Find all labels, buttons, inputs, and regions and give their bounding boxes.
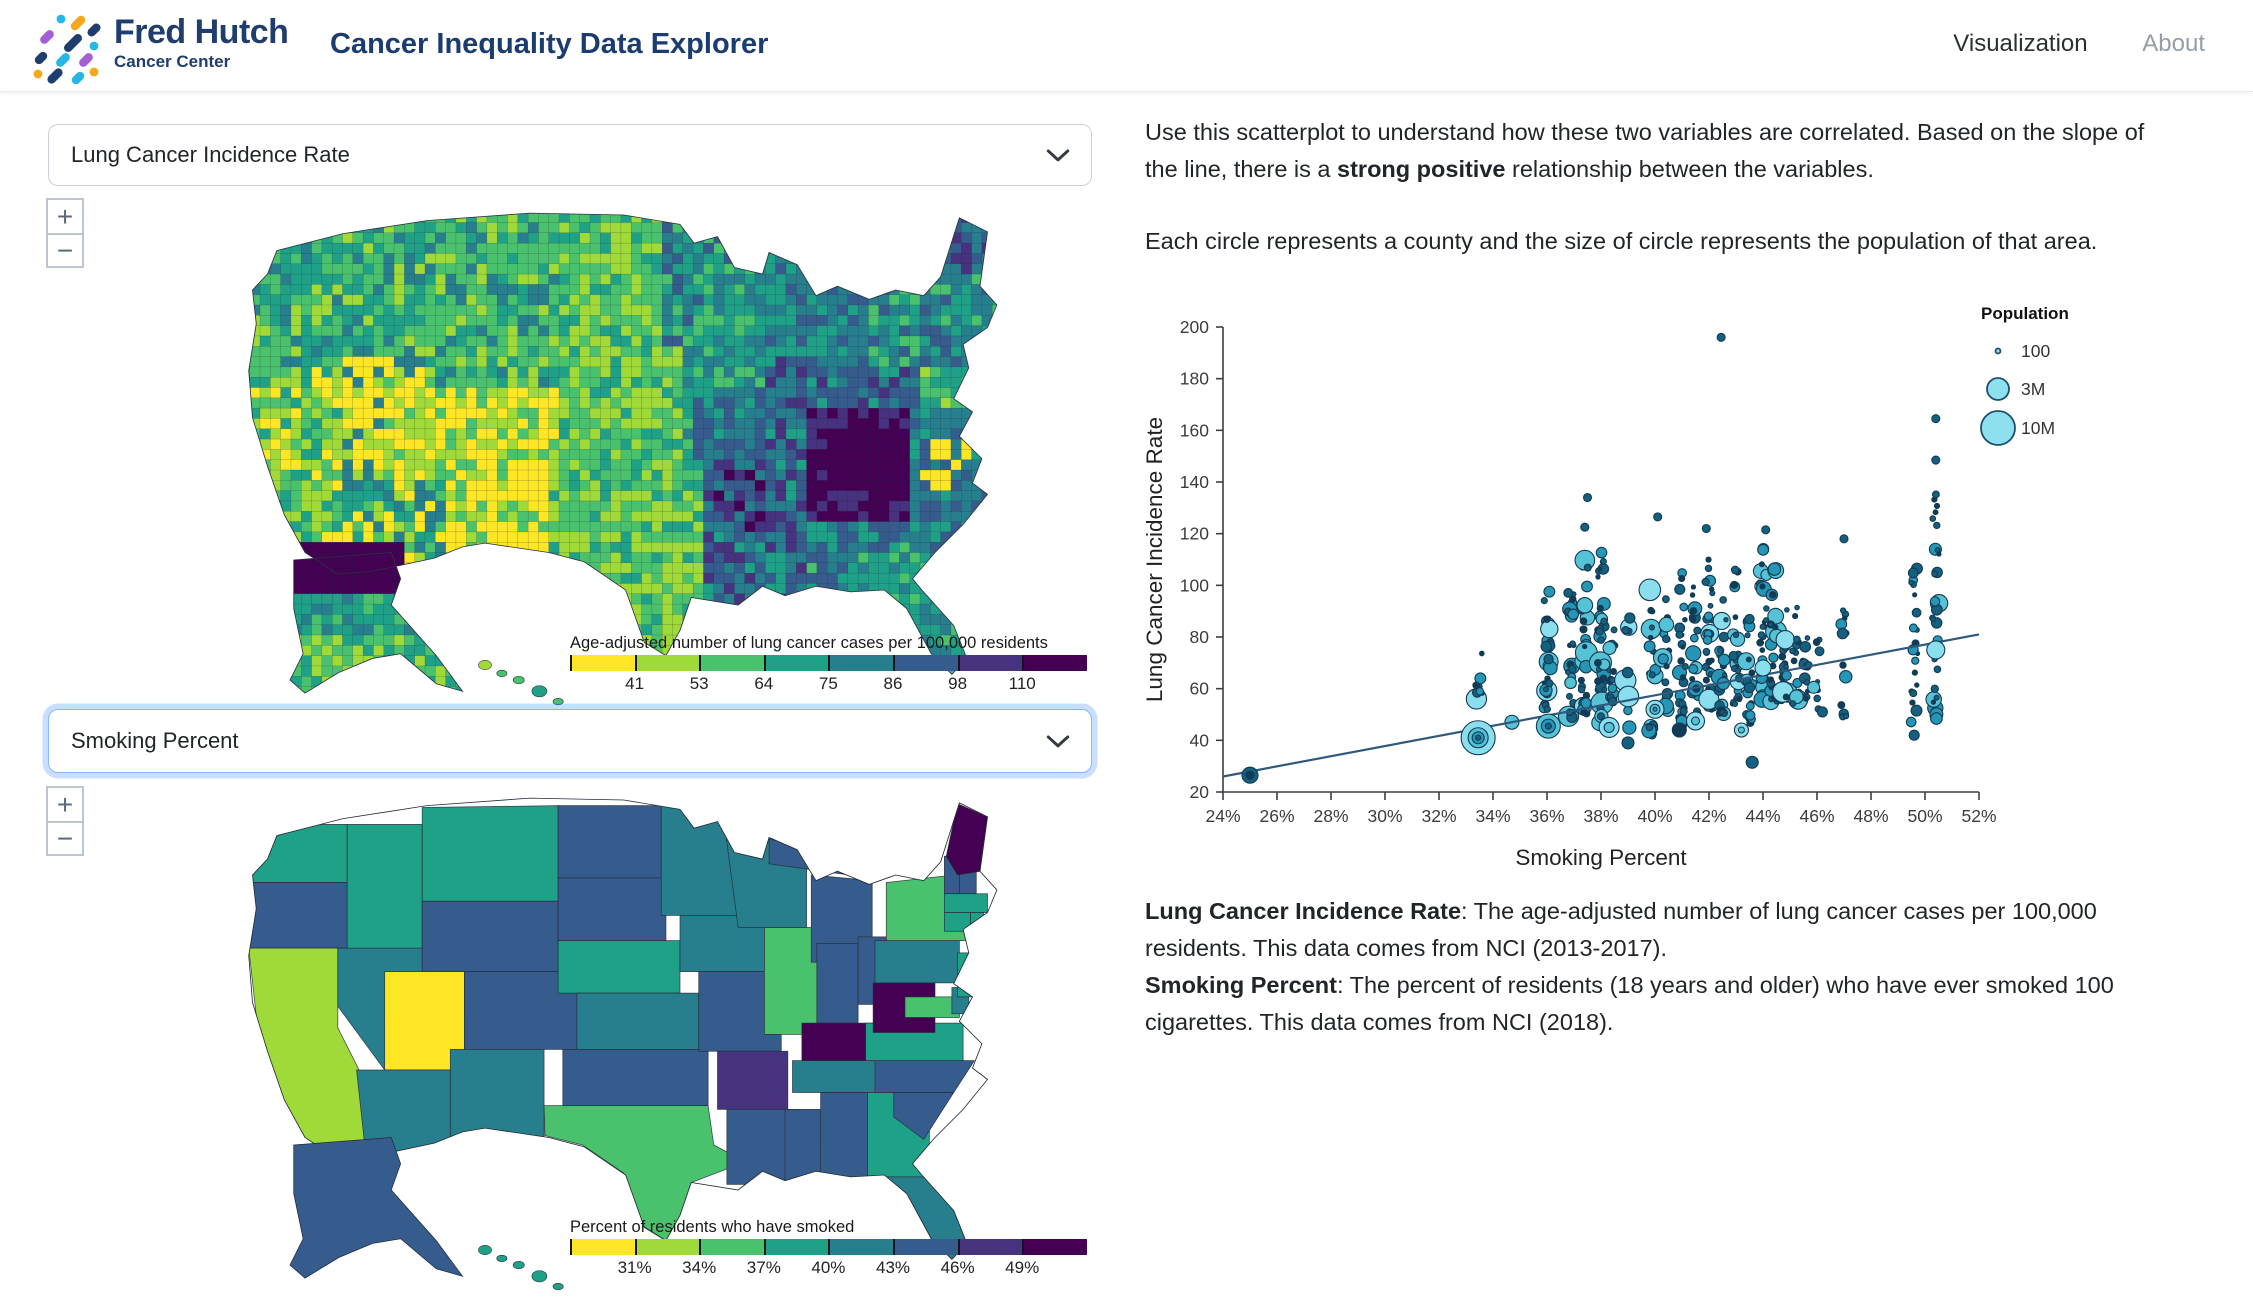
- trend-line: [1222, 633, 1980, 778]
- svg-text:48%: 48%: [1853, 806, 1888, 826]
- description-smoking: Smoking Percent: The percent of resident…: [1145, 972, 2114, 1035]
- svg-text:26%: 26%: [1259, 806, 1294, 826]
- map2-zoom-in-button[interactable]: +: [48, 788, 82, 821]
- variable-select-map1[interactable]: Lung Cancer Incidence Rate: [48, 124, 1092, 186]
- svg-text:52%: 52%: [1961, 806, 1996, 826]
- variable-select-map1-value: Lung Cancer Incidence Rate: [71, 142, 350, 167]
- svg-text:32%: 32%: [1421, 806, 1456, 826]
- y-axis-title: Lung Cancer Incidence Rate: [1145, 417, 1167, 702]
- svg-text:100: 100: [2021, 341, 2050, 361]
- axis-tick-labels: 20 40 60 80 100 120 140 160 180 200 24% 26% 28% 30% 32…: [1180, 317, 1997, 826]
- svg-text:140: 140: [1180, 472, 1209, 492]
- svg-text:38%: 38%: [1583, 806, 1618, 826]
- intro-text-after: relationship between the variables.: [1505, 156, 1874, 182]
- svg-text:42%: 42%: [1691, 806, 1726, 826]
- variable-select-map2[interactable]: Smoking Percent: [48, 709, 1092, 773]
- svg-text:40%: 40%: [1637, 806, 1672, 826]
- variable-select-map2-value: Smoking Percent: [71, 728, 239, 753]
- svg-text:Population: Population: [1981, 304, 2069, 323]
- nav-about[interactable]: About: [2142, 30, 2205, 57]
- nav-visualization[interactable]: Visualization: [1953, 30, 2088, 57]
- county-mosaic: [248, 213, 997, 694]
- svg-text:30%: 30%: [1367, 806, 1402, 826]
- chevron-down-icon: [1046, 149, 1070, 162]
- svg-text:24%: 24%: [1205, 806, 1240, 826]
- svg-text:3M: 3M: [2021, 379, 2045, 399]
- map2-zoom-controls: + −: [46, 786, 84, 856]
- map1-zoom-controls: + −: [46, 198, 84, 268]
- fred-hutch-logo-icon: [33, 14, 101, 84]
- svg-text:10M: 10M: [2021, 418, 2055, 438]
- svg-text:60: 60: [1190, 679, 1210, 699]
- brand-name: Fred Hutch: [114, 13, 289, 51]
- svg-text:34%: 34%: [1475, 806, 1510, 826]
- top-nav: Visualization About: [1905, 30, 2205, 58]
- map1-zoom-in-button[interactable]: +: [48, 200, 82, 233]
- variable-descriptions: Lung Cancer Incidence Rate: The age-adju…: [1145, 893, 2163, 1041]
- svg-text:200: 200: [1180, 317, 1209, 337]
- brand-subtitle: Cancer Center: [114, 52, 231, 71]
- axes: [1216, 326, 1980, 800]
- svg-text:100: 100: [1180, 575, 1209, 595]
- intro-text-before: Use this scatterplot to understand how t…: [1145, 119, 2145, 182]
- map1-zoom-out-button[interactable]: −: [48, 233, 82, 266]
- svg-text:46%: 46%: [1799, 806, 1834, 826]
- state-choropleth-map[interactable]: [155, 770, 1055, 1295]
- svg-text:180: 180: [1180, 369, 1209, 389]
- svg-text:160: 160: [1180, 420, 1209, 440]
- svg-text:28%: 28%: [1313, 806, 1348, 826]
- svg-text:40: 40: [1190, 730, 1210, 750]
- svg-text:20: 20: [1190, 782, 1210, 802]
- description-lung-cancer: Lung Cancer Incidence Rate: The age-adju…: [1145, 898, 2097, 961]
- county-choropleth-map[interactable]: [155, 185, 1055, 710]
- svg-text:120: 120: [1180, 524, 1209, 544]
- scatter-plot: 20 40 60 80 100 120 140 160 180 200 24% 26% 28% 30% 32…: [1145, 304, 2069, 870]
- chevron-down-icon: [1046, 735, 1070, 748]
- app-header: Fred Hutch Cancer Center Cancer Inequali…: [0, 0, 2253, 92]
- brand-block: Fred Hutch Cancer Center: [114, 13, 289, 72]
- page-title: Cancer Inequality Data Explorer: [330, 28, 769, 60]
- scatter-points: [1465, 332, 1949, 769]
- svg-text:36%: 36%: [1529, 806, 1564, 826]
- large-county-points: [1241, 640, 1946, 784]
- svg-text:50%: 50%: [1907, 806, 1942, 826]
- svg-text:44%: 44%: [1745, 806, 1780, 826]
- intro-text-bold: strong positive: [1337, 156, 1506, 182]
- population-legend: Population 100 3M 10M: [1980, 304, 2069, 446]
- scatter-intro-paragraph: Use this scatterplot to understand how t…: [1145, 114, 2163, 188]
- x-axis-title: Smoking Percent: [1515, 845, 1687, 870]
- map2-zoom-out-button[interactable]: −: [48, 821, 82, 854]
- scatter-circle-note: Each circle represents a county and the …: [1145, 228, 2098, 254]
- svg-text:80: 80: [1190, 627, 1210, 647]
